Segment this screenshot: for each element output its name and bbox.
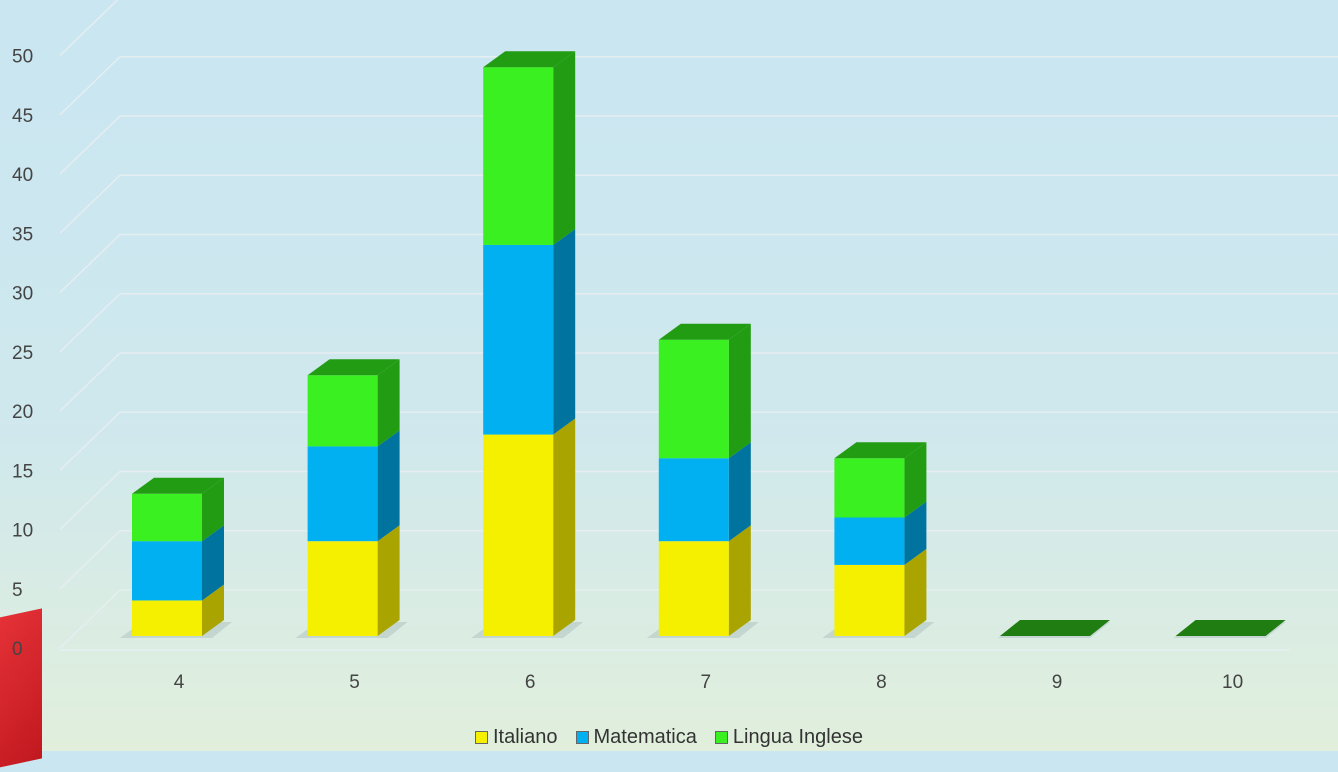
bar-side-lingua-inglese (377, 359, 400, 447)
y-tick-label: 10 (12, 521, 33, 542)
legend-swatch-italiano (475, 731, 488, 744)
x-tick-label: 4 (174, 672, 185, 693)
y-tick-label: 20 (12, 402, 33, 423)
y-tick-label: 40 (12, 165, 33, 186)
bar-matematica-4 (132, 541, 202, 601)
bar-zero-9 (1000, 620, 1110, 636)
bar-italiano-6 (483, 434, 554, 636)
bar-side-italiano (202, 584, 224, 636)
legend-label-matematica: Matematica (593, 726, 697, 748)
bar-side-matematica (728, 442, 751, 542)
y-tick-label: 0 (12, 639, 23, 660)
bar-italiano-4 (132, 600, 202, 636)
bar-top-4 (132, 477, 224, 494)
bar-top-6 (483, 51, 576, 68)
gridline-diag (59, 411, 121, 471)
bar-top-5 (307, 359, 400, 376)
bar-lingua-inglese-8 (834, 458, 905, 518)
x-tick-label: 9 (1052, 672, 1063, 693)
bar-lingua-inglese-7 (658, 339, 729, 459)
bar-side-lingua-inglese (553, 51, 576, 245)
gridline-diag (59, 56, 121, 116)
y-tick-label: 15 (12, 461, 33, 482)
bar-matematica-8 (834, 517, 905, 565)
gridline-diag (59, 0, 119, 57)
bar-side-matematica (904, 501, 927, 565)
legend-swatch-matematica (575, 731, 589, 744)
legend-item-lingua-inglese: Lingua Inglese (714, 726, 863, 749)
x-axis-ticks: 4 5 6 7 8 9 10 (174, 672, 1243, 693)
bars (120, 51, 1286, 638)
x-tick-label: 6 (525, 672, 536, 693)
x-tick-label: 8 (876, 672, 887, 693)
y-axis-ticks: 0 5 10 15 20 25 30 35 40 45 50 (12, 47, 33, 661)
bar-side-italiano (728, 525, 751, 636)
bar-side-matematica (202, 525, 224, 601)
bar-matematica-6 (483, 244, 554, 435)
bar-italiano-7 (658, 541, 729, 636)
y-tick-label: 25 (12, 343, 33, 364)
y-tick-label: 50 (12, 47, 33, 68)
bar-side-italiano (553, 418, 576, 636)
gridline-diag (59, 174, 121, 234)
y-tick-label: 30 (12, 284, 33, 305)
bar-lingua-inglese-5 (307, 375, 378, 447)
legend-item-italiano: Italiano (475, 726, 558, 749)
bar-italiano-5 (307, 541, 378, 636)
bar-side-lingua-inglese (904, 442, 927, 518)
gridline-diag (59, 233, 121, 294)
legend-swatch-lingua-inglese (714, 731, 728, 744)
legend-label-italiano: Italiano (493, 726, 558, 748)
bar-matematica-5 (307, 446, 378, 542)
gridline-diag (59, 470, 121, 531)
gridline-diag (59, 530, 121, 590)
bar-side-italiano (377, 525, 400, 636)
bar-side-matematica (377, 430, 400, 542)
bar-top-8 (834, 442, 927, 459)
bar-top-7 (658, 323, 751, 340)
bar-lingua-inglese-6 (483, 67, 554, 245)
legend-item-matematica: Matematica (575, 726, 697, 749)
legend: Italiano Matematica Lingua Inglese (0, 726, 1338, 749)
x-tick-label: 7 (701, 672, 712, 693)
bar-side-lingua-inglese (728, 323, 751, 459)
bar-zero-10 (1175, 620, 1286, 636)
gridline-diag (59, 589, 121, 649)
bar-lingua-inglese-4 (132, 493, 202, 542)
y-tick-label: 35 (12, 224, 33, 245)
gridline-diag (59, 352, 121, 412)
y-tick-label: 5 (12, 580, 23, 601)
x-tick-label: 5 (349, 672, 360, 693)
bar-matematica-7 (658, 458, 729, 542)
bar-italiano-8 (834, 564, 905, 636)
x-tick-label: 10 (1222, 672, 1243, 693)
y-tick-label: 45 (12, 106, 33, 127)
bar-side-italiano (904, 548, 927, 636)
legend-label-lingua-inglese: Lingua Inglese (732, 726, 863, 748)
gridline-diag (59, 115, 121, 175)
bar-side-lingua-inglese (202, 477, 224, 542)
bar-side-matematica (553, 228, 576, 435)
gridline-diag (59, 293, 121, 353)
